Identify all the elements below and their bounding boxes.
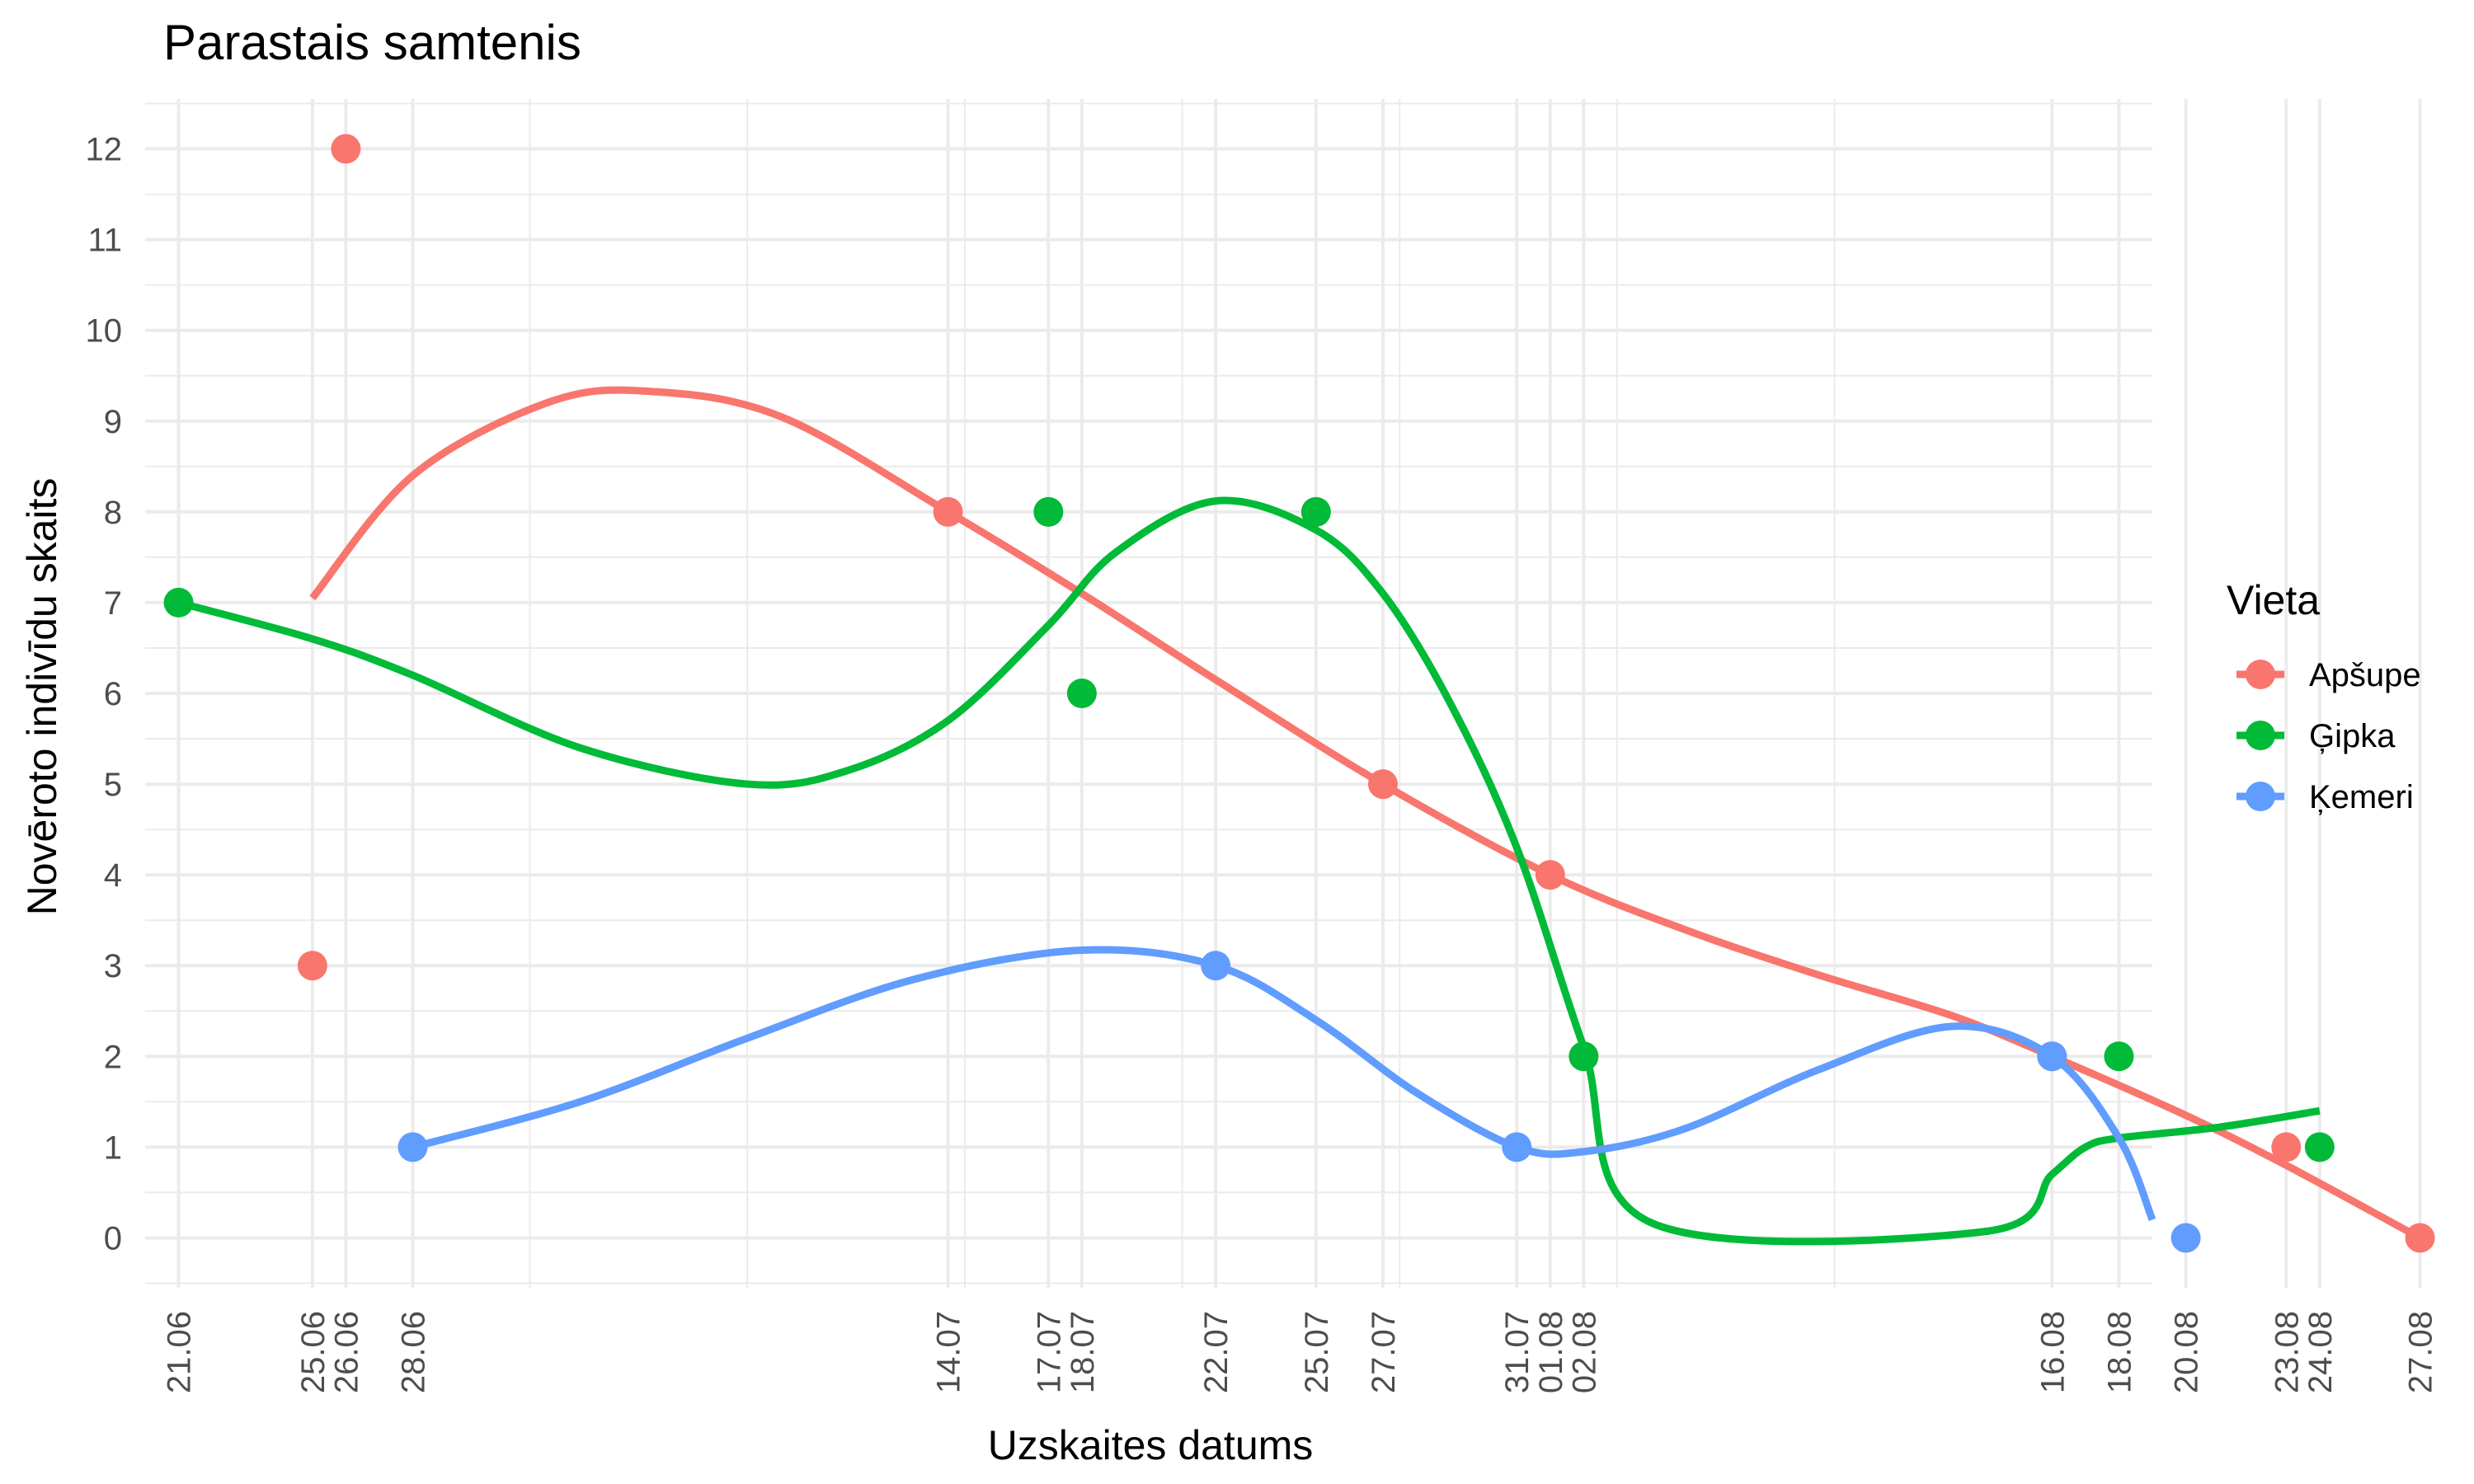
legend-label: Apšupe bbox=[2309, 657, 2421, 693]
legend-key-marker bbox=[2246, 721, 2275, 750]
legend: Vieta Apšupe Ģipka Ķemeri bbox=[2227, 577, 2421, 815]
data-point bbox=[1569, 1041, 1599, 1072]
y-tick-label: 4 bbox=[104, 857, 122, 894]
y-tick-label: 1 bbox=[104, 1129, 122, 1166]
data-point bbox=[2037, 1041, 2067, 1072]
data-point bbox=[1033, 496, 1064, 527]
x-tick-label: 22.07 bbox=[1198, 1311, 1235, 1393]
x-tick-label: 20.08 bbox=[2169, 1311, 2205, 1393]
data-point bbox=[1066, 679, 1097, 708]
x-tick-label: 17.07 bbox=[1031, 1311, 1067, 1393]
x-tick-label: 16.08 bbox=[2034, 1311, 2071, 1393]
y-tick-label: 3 bbox=[104, 948, 122, 984]
chart-title: Parastais samtenis bbox=[163, 15, 581, 70]
data-point bbox=[1367, 769, 1398, 800]
x-tick-label: 26.06 bbox=[328, 1311, 365, 1393]
data-point bbox=[1502, 1132, 1532, 1162]
x-tick-label: 02.08 bbox=[1566, 1311, 1602, 1393]
data-point bbox=[1535, 860, 1565, 890]
legend-key-marker bbox=[2246, 782, 2275, 811]
x-tick-label: 25.06 bbox=[295, 1311, 332, 1393]
data-point bbox=[2405, 1223, 2435, 1253]
y-tick-label: 9 bbox=[104, 404, 122, 440]
x-axis-title: Uzskaites datums bbox=[988, 1422, 1314, 1468]
y-axis-title: Novēroto indivīdu skaits bbox=[19, 478, 65, 916]
x-tick-label: 28.06 bbox=[396, 1311, 432, 1393]
data-point bbox=[933, 496, 963, 527]
x-tick-label: 23.08 bbox=[2269, 1311, 2305, 1393]
data-point bbox=[331, 134, 361, 164]
data-point bbox=[2104, 1041, 2134, 1072]
x-tick-label: 21.06 bbox=[162, 1311, 198, 1393]
data-point bbox=[163, 587, 194, 618]
x-tick-label: 01.08 bbox=[1533, 1311, 1569, 1393]
series-line bbox=[412, 946, 2157, 1222]
series-points bbox=[163, 134, 2435, 1253]
data-point bbox=[1201, 951, 1231, 981]
legend-title: Vieta bbox=[2227, 577, 2320, 623]
x-tick-label: 14.07 bbox=[931, 1311, 967, 1393]
legend-label: Ģipka bbox=[2309, 718, 2396, 754]
y-tick-label: 12 bbox=[86, 132, 123, 168]
data-point bbox=[2271, 1132, 2302, 1162]
x-tick-label: 25.07 bbox=[1299, 1311, 1335, 1393]
y-tick-label: 0 bbox=[104, 1220, 122, 1256]
x-tick-label: 31.07 bbox=[1499, 1311, 1536, 1393]
x-tick-label: 18.08 bbox=[2101, 1311, 2138, 1393]
x-tick-label: 18.07 bbox=[1065, 1311, 1101, 1393]
y-tick-label: 10 bbox=[86, 313, 123, 350]
y-tick-label: 8 bbox=[104, 495, 122, 531]
series-line bbox=[177, 496, 2321, 1246]
x-tick-label: 27.08 bbox=[2403, 1311, 2439, 1393]
x-tick-label: 27.07 bbox=[1366, 1311, 1402, 1393]
y-tick-label: 5 bbox=[104, 767, 122, 803]
data-point bbox=[1300, 496, 1331, 527]
x-tick-label: 24.08 bbox=[2302, 1311, 2339, 1393]
data-point bbox=[2304, 1132, 2335, 1162]
y-tick-label: 11 bbox=[87, 223, 122, 259]
legend-label: Ķemeri bbox=[2309, 779, 2414, 815]
y-tick-label: 6 bbox=[104, 676, 122, 712]
data-point bbox=[2171, 1223, 2201, 1253]
data-point bbox=[297, 951, 327, 981]
grid-major bbox=[145, 99, 2422, 1288]
y-tick-label: 2 bbox=[104, 1039, 122, 1075]
y-tick-label: 7 bbox=[104, 585, 122, 622]
legend-items: Apšupe Ģipka Ķemeri bbox=[2236, 657, 2421, 815]
data-point bbox=[397, 1132, 428, 1162]
legend-key-marker bbox=[2246, 660, 2275, 689]
